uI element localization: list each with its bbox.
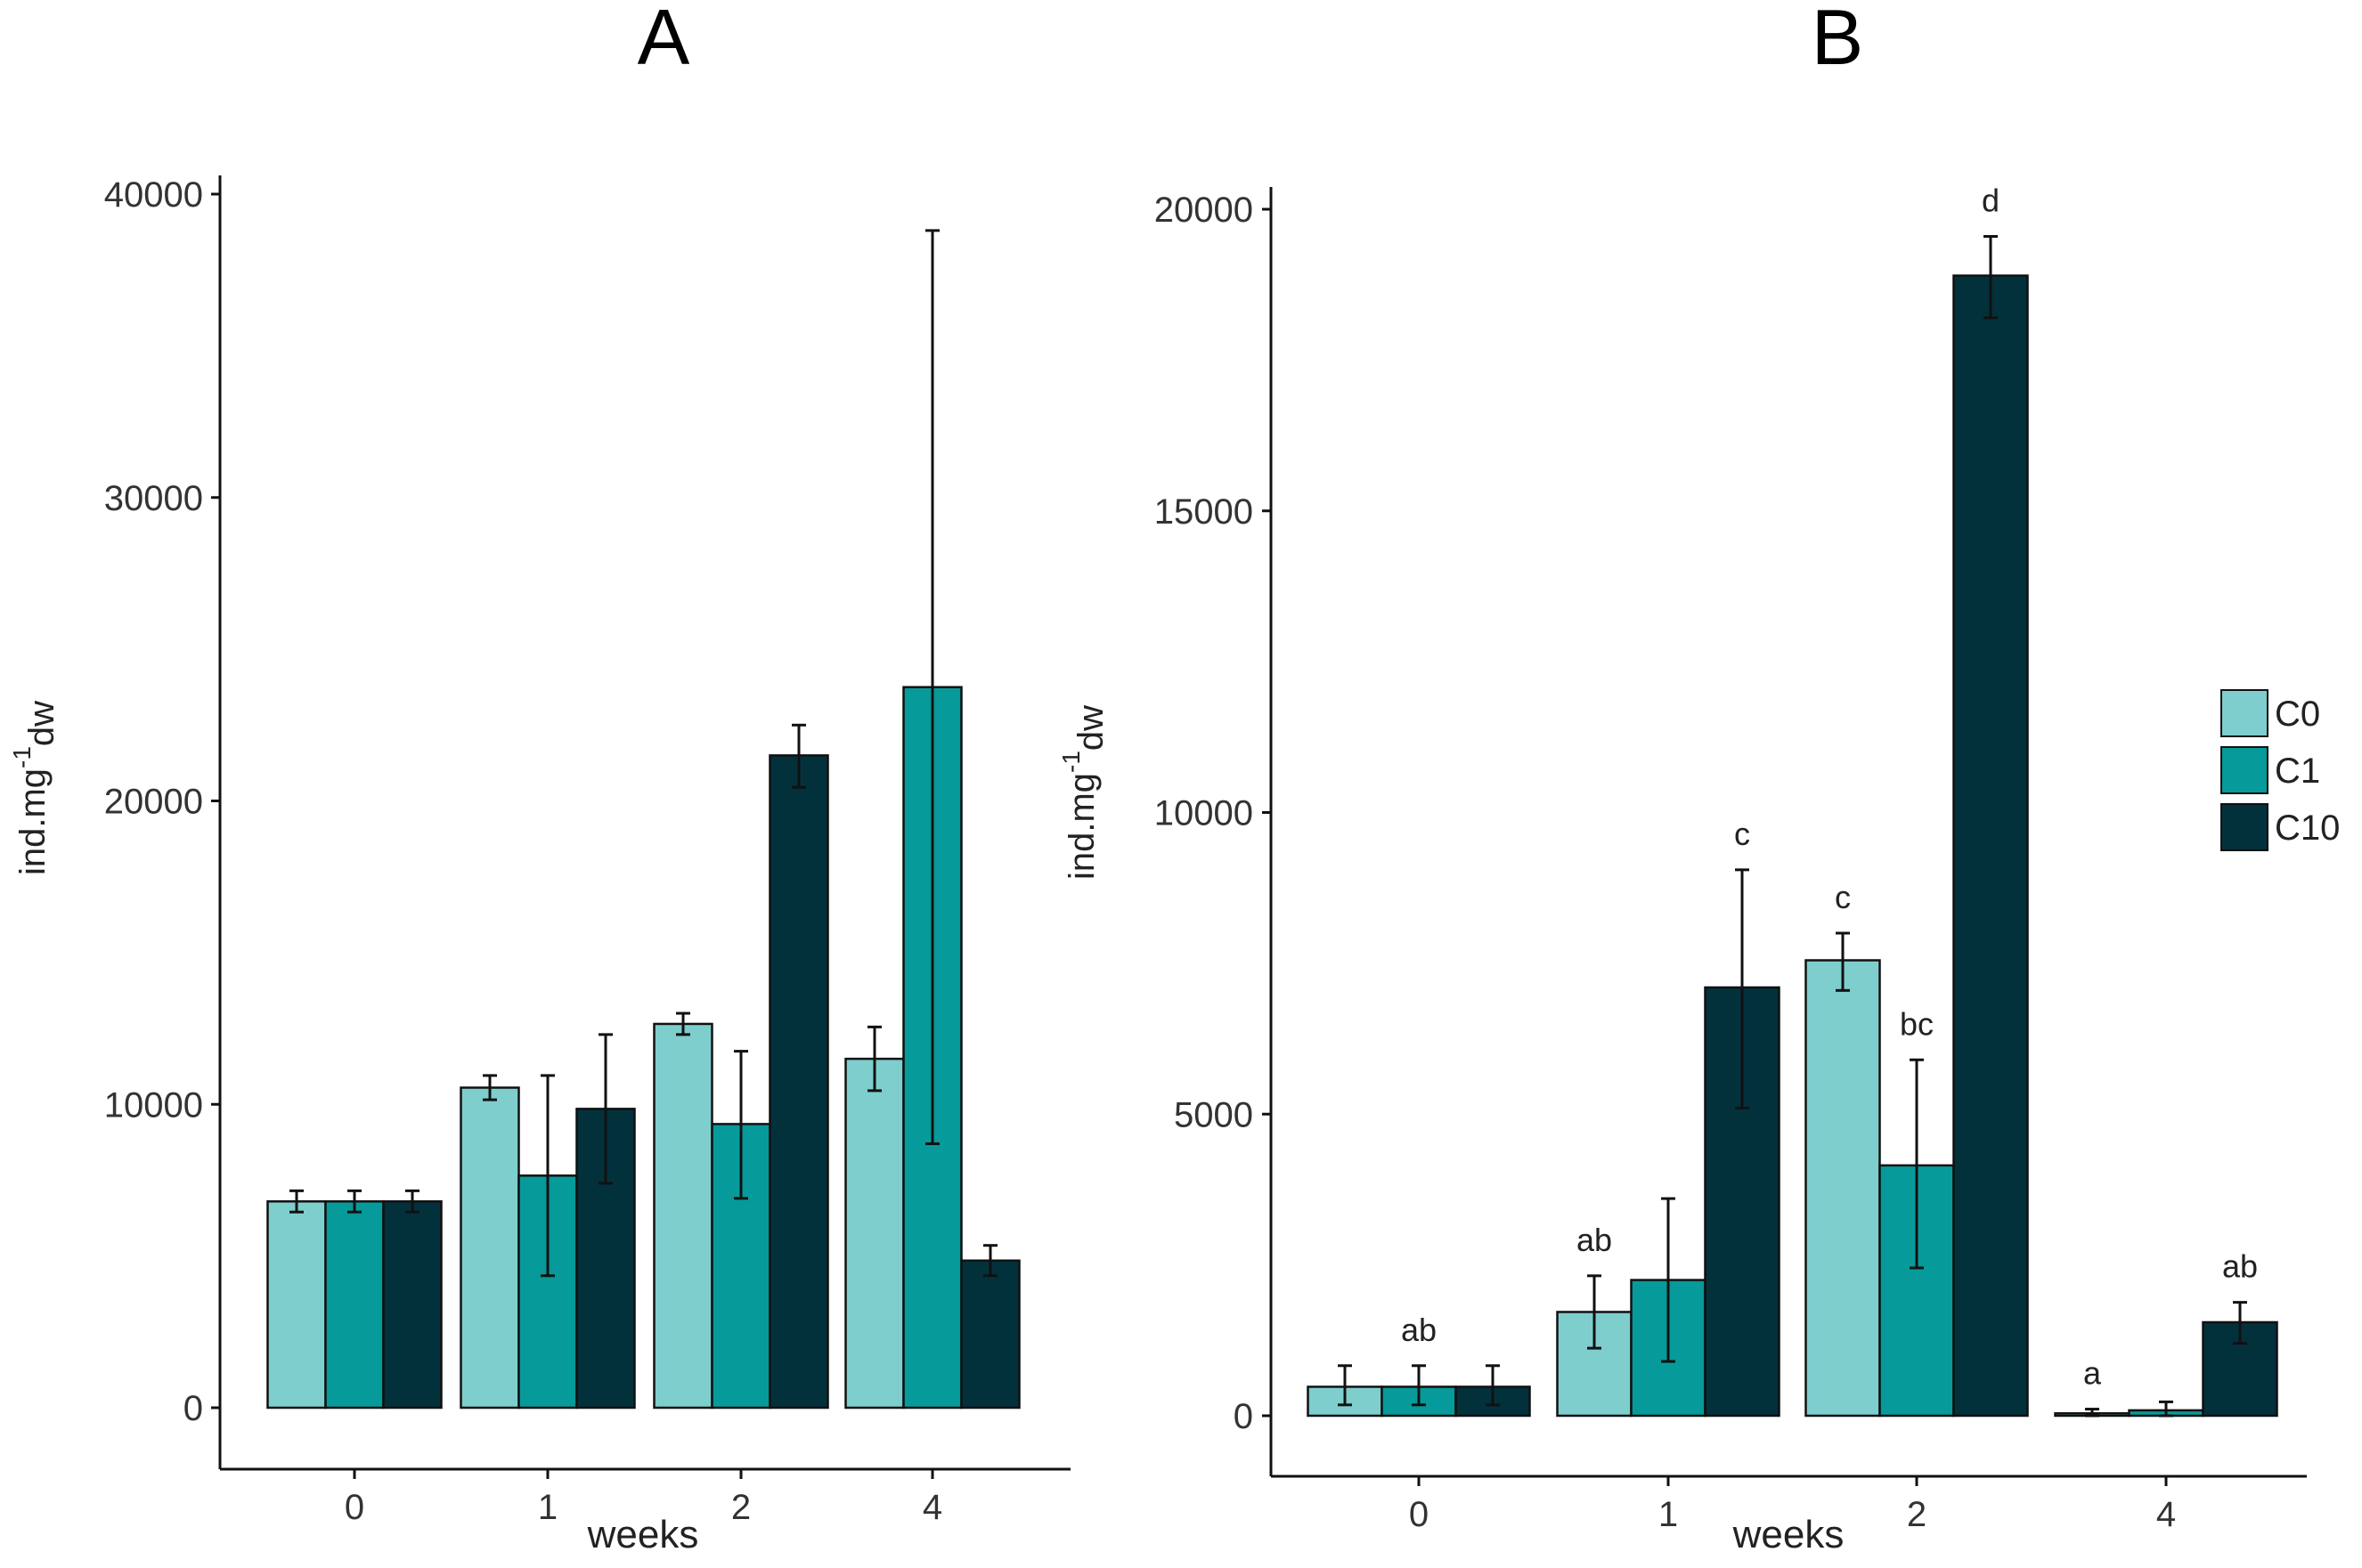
y-tick-label: 40000 xyxy=(104,175,203,215)
bar-c0-week-1 xyxy=(460,1086,520,1410)
x-tick-label: 1 xyxy=(1658,1495,1678,1534)
significance-letter: d xyxy=(1982,182,2000,218)
y-tick-label: 0 xyxy=(183,1389,203,1428)
significance-letter: c xyxy=(1734,816,1750,852)
panel-b-title: B xyxy=(1812,0,1864,81)
significance-letter: ab xyxy=(1401,1312,1437,1348)
panel-b-x-axis-label: weeks xyxy=(1732,1513,1845,1556)
legend-label-c1: C1 xyxy=(2275,752,2320,791)
panel-a-title: A xyxy=(638,0,690,81)
bar-c0-week-2 xyxy=(1804,959,1881,1418)
panel-a: A 0 10000 20000 30000 40000 0 1 2 4 weeks ind.mg… xyxy=(8,0,1071,1556)
significance-letter: bc xyxy=(1900,1005,1934,1042)
x-tick-label: 1 xyxy=(538,1488,558,1527)
bar-c0-week-2 xyxy=(653,1022,713,1410)
bar-c0-week-4 xyxy=(844,1057,905,1410)
panel-a-plot: 0 10000 20000 30000 40000 0 1 2 4 xyxy=(104,175,1071,1527)
panel-a-y-axis-label: ind.mg-1dw xyxy=(8,701,61,875)
bar-c10-week-0 xyxy=(382,1200,443,1410)
y-tick-label: 20000 xyxy=(104,783,203,822)
bar-c1-week-0 xyxy=(324,1200,385,1410)
bar-c10-week-2 xyxy=(1952,274,2029,1418)
bar-c10-week-2 xyxy=(769,754,829,1410)
y-tick-label: 15000 xyxy=(1154,492,1253,532)
panel-b-y-axis-label: ind.mg-1dw xyxy=(1057,705,1111,880)
y-tick-label: 5000 xyxy=(1174,1095,1253,1134)
legend-label-c10: C10 xyxy=(2275,808,2340,848)
x-tick-label: 4 xyxy=(923,1488,942,1527)
legend-label-c0: C0 xyxy=(2275,695,2320,734)
panel-b: B 0 5000 10000 15000 20000 0 1 2 4 ab ab c c bc d a ab w… xyxy=(1057,0,2307,1556)
legend-swatch-c0 xyxy=(2220,689,2268,737)
legend: C0 C1 C10 xyxy=(2220,689,2340,851)
bar-c0-week-0 xyxy=(266,1200,327,1410)
y-tick-label: 0 xyxy=(1234,1397,1253,1436)
significance-letter: ab xyxy=(1576,1222,1612,1258)
legend-swatch-c10 xyxy=(2220,803,2268,851)
x-tick-label: 0 xyxy=(1409,1495,1429,1534)
y-tick-label: 10000 xyxy=(1154,794,1253,833)
significance-letter: c xyxy=(1835,879,1851,915)
x-tick-label: 4 xyxy=(2156,1495,2176,1534)
x-tick-label: 2 xyxy=(1907,1495,1926,1534)
panel-a-x-axis-label: weeks xyxy=(587,1513,699,1556)
significance-letter: a xyxy=(2083,1355,2102,1392)
x-tick-label: 0 xyxy=(345,1488,364,1527)
x-tick-label: 2 xyxy=(731,1488,751,1527)
y-tick-label: 10000 xyxy=(104,1085,203,1125)
panel-b-plot: 0 5000 10000 15000 20000 0 1 2 4 ab ab c c bc d a ab xyxy=(1154,182,2307,1534)
bar-c10-week-4 xyxy=(960,1259,1021,1410)
significance-letter: ab xyxy=(2222,1248,2258,1285)
y-tick-label: 30000 xyxy=(104,479,203,518)
y-tick-label: 20000 xyxy=(1154,191,1253,230)
legend-swatch-c1 xyxy=(2220,746,2268,794)
